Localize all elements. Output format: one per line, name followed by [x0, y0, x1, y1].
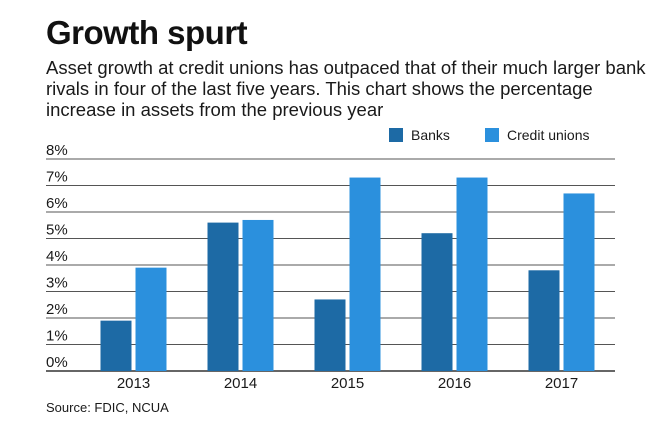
bar-banks-2013	[100, 320, 132, 371]
chart-title: Growth spurt	[46, 14, 248, 51]
y-tick-label: 7%	[46, 169, 68, 186]
y-tick-label: 0%	[46, 354, 68, 371]
legend-swatch-banks	[389, 128, 403, 142]
y-tick-label: 3%	[46, 275, 68, 292]
legend: Banks Credit unions	[389, 127, 590, 143]
bar-banks-2016	[421, 233, 453, 371]
legend-label-banks: Banks	[411, 127, 450, 143]
chart-subtitle: Asset growth at credit unions has outpac…	[46, 57, 646, 120]
bars	[100, 177, 595, 371]
legend-swatch-credit-unions	[485, 128, 499, 142]
y-tick-label: 1%	[46, 328, 68, 345]
x-tick-label: 2017	[545, 375, 578, 392]
y-tick-label: 5%	[46, 222, 68, 239]
x-tick-label: 2015	[331, 375, 364, 392]
bar-banks-2017	[528, 270, 560, 371]
bar-banks-2014	[207, 222, 239, 371]
y-axis-ticks: 0% 1% 2% 3% 4% 5% 6% 7% 8%	[46, 142, 68, 371]
bar-banks-2015	[314, 299, 346, 371]
bar-credit-unions-2015	[349, 177, 381, 371]
y-tick-label: 2%	[46, 301, 68, 318]
source-note: Source: FDIC, NCUA	[46, 400, 169, 415]
x-tick-label: 2016	[438, 375, 471, 392]
bar-credit-unions-2014	[242, 219, 274, 371]
x-tick-label: 2013	[117, 375, 150, 392]
x-axis-ticks: 2013 2014 2015 2016 2017	[117, 375, 578, 392]
y-tick-label: 8%	[46, 142, 68, 159]
y-tick-label: 6%	[46, 195, 68, 212]
bar-credit-unions-2016	[456, 177, 488, 371]
x-tick-label: 2014	[224, 375, 257, 392]
bar-credit-unions-2017	[563, 193, 595, 371]
y-tick-label: 4%	[46, 248, 68, 265]
legend-label-credit-unions: Credit unions	[507, 127, 590, 143]
bar-credit-unions-2013	[135, 267, 167, 371]
